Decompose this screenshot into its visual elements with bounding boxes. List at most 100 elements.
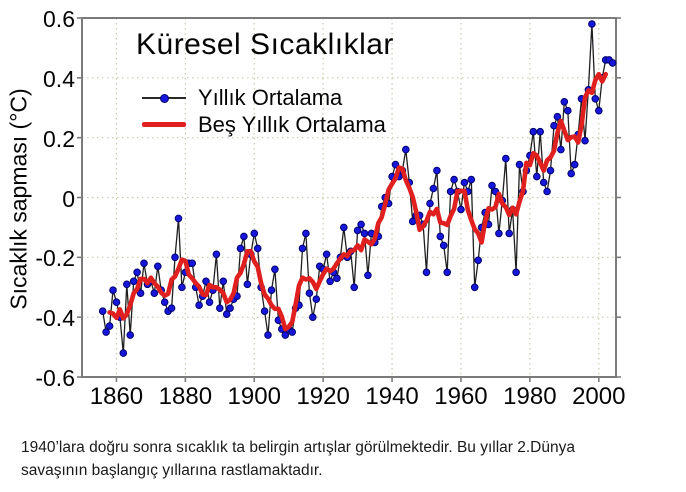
annual-series-point (360, 229, 369, 238)
annual-series-point (536, 127, 545, 136)
annual-series-point (281, 331, 290, 339)
x-tick-label: 1860 (89, 383, 144, 410)
x-tick-label: 2000 (572, 383, 626, 410)
annual-series-point (595, 106, 603, 115)
annual-series-point (333, 274, 341, 283)
annual-series-point (136, 289, 145, 298)
annual-series-point (553, 112, 562, 121)
legend-annual-marker-icon (160, 93, 169, 103)
annual-series-point (309, 313, 317, 322)
annual-series-point (250, 229, 259, 238)
annual-series-point (340, 223, 348, 232)
y-tick-label: 0.4 (43, 65, 75, 92)
y-tick-label: -0.4 (35, 305, 75, 332)
annual-series-point (178, 283, 186, 292)
x-tick-label: 1940 (365, 383, 419, 410)
annual-series-point (133, 268, 141, 277)
annual-series-point (188, 259, 196, 268)
annual-series-point (305, 289, 314, 298)
annual-series-point (467, 175, 476, 184)
annual-series-point (171, 253, 179, 262)
annual-series-point (436, 232, 445, 241)
annual-series-point (350, 283, 359, 292)
annual-series-point (433, 166, 441, 175)
legend-item-five-year: Beş Yıllık Ortalama (142, 111, 386, 138)
annual-series-point (267, 286, 276, 295)
annual-series-point (260, 307, 269, 316)
annual-series-point (443, 268, 452, 277)
legend-five-year-line-icon (142, 122, 186, 127)
annual-series-point (150, 289, 159, 298)
annual-series-point (560, 98, 569, 106)
annual-series-point (529, 127, 538, 136)
annual-series-point (512, 268, 520, 277)
annual-series-point (353, 226, 362, 235)
annual-series-point (564, 106, 572, 115)
annual-series-point (608, 59, 617, 67)
y-tick-label: -0.2 (35, 245, 75, 272)
caption: 1940’lara doğru sonra sıcaklık ta belirg… (21, 436, 575, 482)
annual-series-point (474, 256, 483, 265)
annual-series-point (112, 298, 121, 307)
annual-series-point (446, 187, 455, 196)
legend-annual-line-marker-icon (142, 92, 186, 104)
x-tick-label: 1880 (158, 383, 213, 410)
annual-series-point (222, 310, 231, 319)
annual-series-point (226, 304, 234, 313)
annual-series-point (439, 241, 448, 250)
caption-line-2: savaşının başlangıç yıllarına rastlamakt… (21, 462, 323, 479)
annual-series-point (505, 229, 514, 238)
five-year-average-line (107, 71, 609, 332)
annual-series-point (312, 295, 321, 304)
y-tick-label: 0.2 (43, 125, 75, 152)
annual-series-point (470, 283, 479, 292)
annual-series-point (236, 244, 245, 253)
annual-series-point (174, 214, 183, 223)
annual-series-point (322, 250, 331, 259)
annual-series-point (581, 136, 589, 145)
legend-item-annual: Yıllık Ortalama (142, 84, 386, 111)
annual-series-point (102, 328, 110, 336)
annual-series-point (212, 250, 221, 259)
annual-series-point (98, 307, 107, 316)
annual-series-point (202, 277, 210, 286)
annual-series-point (154, 262, 162, 271)
annual-series-point (302, 229, 310, 238)
annual-series-point (546, 166, 555, 175)
temperature-chart-figure: Küresel Sıcaklıklar Yıllık Ortalama Beş … (6, 6, 626, 410)
annual-series-point (264, 331, 272, 339)
annual-series-point (591, 95, 600, 103)
annual-series-point (422, 268, 431, 277)
annual-series-point (495, 229, 503, 238)
annual-series-point (533, 172, 541, 181)
annual-series-point (488, 181, 496, 190)
annual-series-point (457, 205, 465, 214)
annual-series-point (119, 349, 128, 357)
legend-five-year-label: Beş Yıllık Ortalama (198, 111, 386, 137)
annual-series-point (219, 277, 228, 286)
annual-series-point (205, 298, 214, 307)
legend-annual-label: Yıllık Ortalama (198, 84, 343, 110)
caption-line-1: 1940’lara doğru sonra sıcaklık ta belirg… (21, 439, 575, 456)
annual-series-point (298, 244, 307, 253)
annual-series-point (195, 301, 203, 310)
x-tick-label: 1920 (296, 383, 350, 410)
annual-series-point (588, 20, 596, 28)
annual-series-point (109, 286, 117, 295)
x-tick-label: 1980 (503, 383, 557, 410)
annual-series-point (123, 280, 131, 289)
annual-series-point (539, 178, 548, 187)
annual-series-point (253, 244, 262, 253)
annual-series-point (570, 160, 579, 169)
chart-title: Küresel Sıcaklıklar (136, 28, 394, 61)
annual-series-point (402, 145, 410, 154)
x-tick-label: 1960 (434, 383, 488, 410)
y-tick-label: 0 (62, 185, 75, 212)
annual-series-point (515, 160, 524, 169)
annual-series-point (326, 277, 334, 286)
annual-series-point (105, 322, 114, 330)
annual-series-point (550, 121, 558, 130)
annual-series-point (450, 175, 458, 184)
annual-series-point (460, 178, 469, 187)
